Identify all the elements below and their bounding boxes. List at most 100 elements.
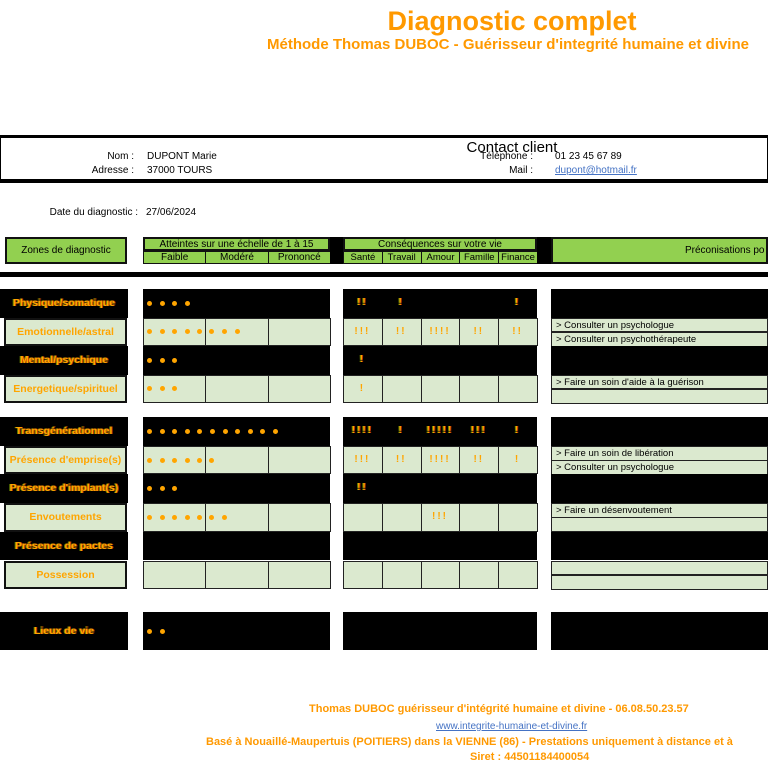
row-black-band (551, 612, 768, 650)
consequence-cell (459, 560, 500, 590)
recommendation-row: > Consulter un psychothérapeute (551, 331, 768, 347)
consequence-marks: !!! (354, 325, 371, 337)
table-row: Possession (0, 560, 768, 590)
score-dot-icon (147, 300, 152, 306)
consequence-cell (343, 445, 383, 475)
consequence-marks: ! (398, 297, 404, 308)
score-dot-icon (147, 457, 152, 463)
consequence-marks: !!!!! (426, 425, 454, 436)
score-dot-icon (209, 514, 215, 520)
scale-cell (267, 374, 331, 403)
score-dot-icon (235, 428, 241, 434)
consequence-col-header: Famille (459, 251, 500, 264)
scale-cell (205, 503, 269, 532)
consequence-cell (498, 503, 538, 532)
consequence-marks: !! (357, 297, 368, 308)
row-black-band (0, 531, 128, 561)
score-dot-icon (147, 486, 152, 492)
consequence-col-header: Finance (498, 251, 538, 264)
score-dot-icon (197, 329, 203, 335)
nom-label: Nom : (107, 151, 134, 162)
score-dot-icon (184, 457, 190, 463)
recommendation-row: > Faire un soin de libération (551, 445, 768, 461)
row-black-band (0, 289, 128, 318)
consequence-cell (498, 374, 538, 403)
row-black-band (551, 346, 768, 375)
score-dot-icon (147, 628, 152, 634)
consequence-marks: !! (512, 325, 523, 337)
row-black-band (143, 289, 330, 318)
score-dot-icon (221, 514, 227, 520)
score-dot-icon (172, 514, 178, 520)
scale-col-header: Prononcé (267, 251, 331, 264)
score-dot-icon (172, 486, 178, 492)
consequence-marks: !!!! (351, 425, 374, 436)
score-dot-icon (184, 329, 190, 335)
row-black-band (551, 417, 768, 446)
consequence-cell (420, 374, 461, 403)
scale-cell (267, 317, 331, 346)
consequence-cell (343, 317, 383, 346)
zone-label: Lieux de vie (33, 625, 95, 637)
header-separator-left (330, 237, 343, 264)
score-dot-icon (210, 428, 215, 434)
consequence-marks: !! (473, 453, 485, 465)
table-row: Présence de pactes (0, 531, 768, 561)
score-dot-icon (222, 428, 228, 434)
nom-value: DUPONT Marie (147, 151, 217, 162)
tel-value: 01 23 45 67 89 (555, 151, 622, 162)
scale-col-header: Modéré (205, 251, 269, 264)
score-dot-icon (159, 457, 165, 463)
page-subtitle: Méthode Thomas DUBOC - Guérisseur d'inte… (267, 36, 749, 53)
score-dot-icon (247, 428, 253, 434)
row-black-band (551, 289, 768, 318)
row-black-band (0, 612, 128, 650)
scale-cell (205, 374, 269, 403)
footer-website-link[interactable]: www.integrite-humaine-et-divine.fr (436, 721, 588, 732)
consequence-marks: ! (514, 453, 521, 465)
score-dot-icon (172, 428, 178, 434)
consequence-marks: ! (398, 425, 404, 436)
scale-col-header: Faible (143, 251, 207, 264)
score-dot-icon (159, 300, 165, 306)
consequence-col-header: Santé (343, 251, 383, 264)
consequence-marks: !! (395, 325, 407, 337)
consequence-col-header: Amour (420, 251, 461, 264)
footer-contact-line: Thomas DUBOC guérisseur d'intégrité huma… (309, 703, 689, 715)
zone-label: Possession (4, 560, 127, 590)
scale-cell (267, 560, 331, 590)
score-dot-icon (184, 300, 190, 306)
zone-label: Transgénérationnel (15, 425, 113, 437)
row-black-band (343, 289, 537, 318)
page-title: Diagnostic complet (387, 6, 637, 36)
date-label: Date du diagnostic : (49, 207, 138, 218)
recommendation-row (551, 388, 768, 404)
consequence-cell (343, 560, 383, 590)
table-row: Lieux de vie (0, 612, 768, 650)
score-dot-icon (159, 329, 165, 335)
mail-link[interactable]: dupont@hotmail.fr (555, 165, 637, 176)
recommendation-row (551, 574, 768, 590)
score-dot-icon (147, 357, 152, 363)
consequence-cell (343, 503, 383, 532)
consequence-cell (420, 317, 461, 346)
recommendation-row: > Faire un désenvoutement (551, 503, 768, 518)
row-black-band (343, 474, 537, 504)
zone-label: Physique/somatique (12, 297, 116, 309)
row-black-band (143, 612, 330, 650)
zone-label: Emotionnelle/astral (4, 317, 127, 346)
recommendation-row (551, 560, 768, 576)
score-dot-icon (209, 329, 215, 335)
adresse-label: Adresse : (91, 165, 134, 176)
consequence-marks: ! (359, 382, 366, 394)
zone-label: Envoutements (4, 503, 127, 532)
header-divider-bar (0, 272, 768, 277)
score-dot-icon (209, 457, 215, 463)
consequence-cell (498, 560, 538, 590)
row-black-band (0, 417, 128, 446)
table-row: Présence d'emprise(s)!!!!!!!!!!!! > Faire… (0, 445, 768, 475)
row-black-band (343, 531, 537, 561)
zone-label: Présence d'implant(s) (9, 482, 119, 495)
score-dot-icon (221, 329, 227, 335)
